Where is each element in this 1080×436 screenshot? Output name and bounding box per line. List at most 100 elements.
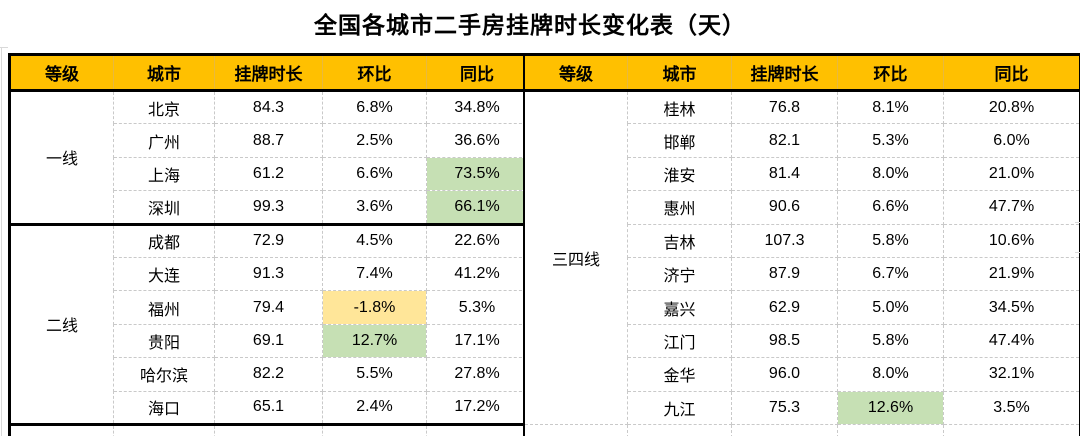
table-row: 一线 北京 84.3 6.8% 34.8% [9,89,523,225]
tier12-table-container: 等级 城市 挂牌时长 环比 同比 一线 北京 84.3 6.8% 34.8% 广州 88.7 2.5%… [8,53,523,436]
mom-cell: 12.7% [322,323,427,359]
mom-cell: 5.8% [837,223,944,258]
city-cell: 淮安 [627,156,732,192]
city-cell: 大连 [113,256,215,292]
city-cell: 嘉兴 [627,290,732,325]
duration-cell: 81.4 [731,156,838,192]
city-cell: 江门 [627,323,732,359]
header-row: 等级 城市 挂牌时长 环比 同比 [9,54,523,92]
mom-cell: 8.0% [837,357,944,392]
duration-cell: 72.9 [214,222,323,258]
city-cell: 海口 [113,390,215,425]
city-cell: 上海 [113,156,215,192]
column-header: 环比 [837,54,944,92]
duration-cell: 62.9 [731,290,838,325]
tier34-table: 等级 城市 挂牌时长 环比 同比 三四线 桂林 76.8 8.1% 20.8% 邯郸 82.1 5.3… [523,53,1080,436]
empty-cell [113,422,215,436]
column-header: 等级 [524,54,628,92]
empty-cell [426,422,523,436]
yoy-cell: 21.9% [943,256,1080,292]
duration-cell: 96.0 [731,357,838,392]
mom-cell: 8.0% [837,156,944,192]
table-row: 海口 65.1 2.4% 17.2% [10,390,523,425]
yoy-cell: 34.5% [943,290,1080,325]
tier-cell: 三四线 [523,90,628,425]
empty-cell [627,423,732,436]
mom-cell: 5.0% [837,290,944,325]
table-row: 大连 91.3 7.4% 41.2% [10,256,523,292]
duration-cell: 87.9 [731,256,838,292]
yoy-cell: 47.7% [943,190,1080,225]
table-row: 邯郸 82.1 5.3% 6.0% [524,123,1080,158]
city-cell: 邯郸 [627,123,732,158]
yoy-cell: 22.6% [426,222,523,258]
column-header: 同比 [426,54,523,92]
yoy-cell: 17.2% [426,390,523,425]
mom-cell: 5.8% [837,323,944,359]
empty-cell [943,423,1080,436]
gridline-stub-topleft [0,47,8,48]
tier12-table-header: 等级 城市 挂牌时长 环比 同比 [9,54,523,92]
yoy-cell: 10.6% [943,223,1080,258]
table-row: 济宁 87.9 6.7% 21.9% [524,256,1080,292]
column-header: 等级 [9,54,114,92]
table-row: 上海 61.2 6.6% 73.5% [10,156,523,192]
column-header: 城市 [113,54,215,92]
table-row: 江门 98.5 5.8% 47.4% [524,323,1080,359]
duration-cell: 79.4 [214,290,323,325]
yoy-cell: 32.1% [943,357,1080,392]
table-row: 三四线 桂林 76.8 8.1% 20.8% [523,89,1080,425]
table-row: 广州 88.7 2.5% 36.6% [10,123,523,158]
mom-cell: 3.6% [322,190,427,225]
page-title: 全国各城市二手房挂牌时长变化表（天） [314,12,746,38]
table-row: 嘉兴 62.9 5.0% 34.5% [524,290,1080,325]
yoy-cell: 66.1% [426,190,523,225]
column-header: 挂牌时长 [214,54,323,92]
mom-cell: -1.8% [322,290,427,325]
mom-cell: 6.8% [322,89,427,125]
duration-cell: 82.2 [214,357,323,392]
mom-cell: 12.6% [837,390,944,425]
tier-cell: 二线 [9,222,114,425]
mom-cell: 7.4% [322,256,427,292]
partial-row [523,423,1080,436]
tier12-table: 等级 城市 挂牌时长 环比 同比 一线 北京 84.3 6.8% 34.8% 广州 88.7 2.5%… [8,53,523,436]
table-row: 吉林 107.3 5.8% 10.6% [524,223,1080,258]
mom-cell: 6.6% [322,156,427,192]
yoy-cell: 47.4% [943,323,1080,359]
yoy-cell: 20.8% [943,89,1080,125]
yoy-cell: 41.2% [426,256,523,292]
duration-cell: 61.2 [214,156,323,192]
mom-cell: 6.6% [837,190,944,225]
column-header: 环比 [322,54,427,92]
city-cell: 济宁 [627,256,732,292]
empty-cell [214,422,323,436]
empty-cell [9,422,114,436]
yoy-cell: 34.8% [426,89,523,125]
city-cell: 惠州 [627,190,732,225]
tier34-table-header: 等级 城市 挂牌时长 环比 同比 [524,54,1080,92]
city-cell: 贵阳 [113,323,215,359]
city-cell: 深圳 [113,190,215,225]
empty-cell [523,423,628,436]
table-row: 二线 成都 72.9 4.5% 22.6% [9,222,523,425]
tier12-table-body: 一线 北京 84.3 6.8% 34.8% 广州 88.7 2.5% 36.6% 上海 61.2 6.… [9,89,523,436]
empty-cell [837,423,944,436]
duration-cell: 99.3 [214,190,323,225]
table-row: 深圳 99.3 3.6% 66.1% [10,190,523,225]
city-cell: 北京 [113,89,215,125]
yoy-cell: 27.8% [426,357,523,392]
duration-cell: 69.1 [214,323,323,359]
duration-cell: 107.3 [731,223,838,258]
table-row: 哈尔滨 82.2 5.5% 27.8% [10,357,523,392]
mom-cell: 2.4% [322,390,427,425]
mom-cell: 2.5% [322,123,427,158]
table-row: 淮安 81.4 8.0% 21.0% [524,156,1080,192]
yoy-cell: 5.3% [426,290,523,325]
duration-cell: 65.1 [214,390,323,425]
city-cell: 吉林 [627,223,732,258]
tier34-table-container: 等级 城市 挂牌时长 环比 同比 三四线 桂林 76.8 8.1% 20.8% 邯郸 82.1 5.3… [523,53,1080,436]
gridline-stub-right-1 [1075,222,1080,223]
gridline-stub-left [1,48,2,436]
